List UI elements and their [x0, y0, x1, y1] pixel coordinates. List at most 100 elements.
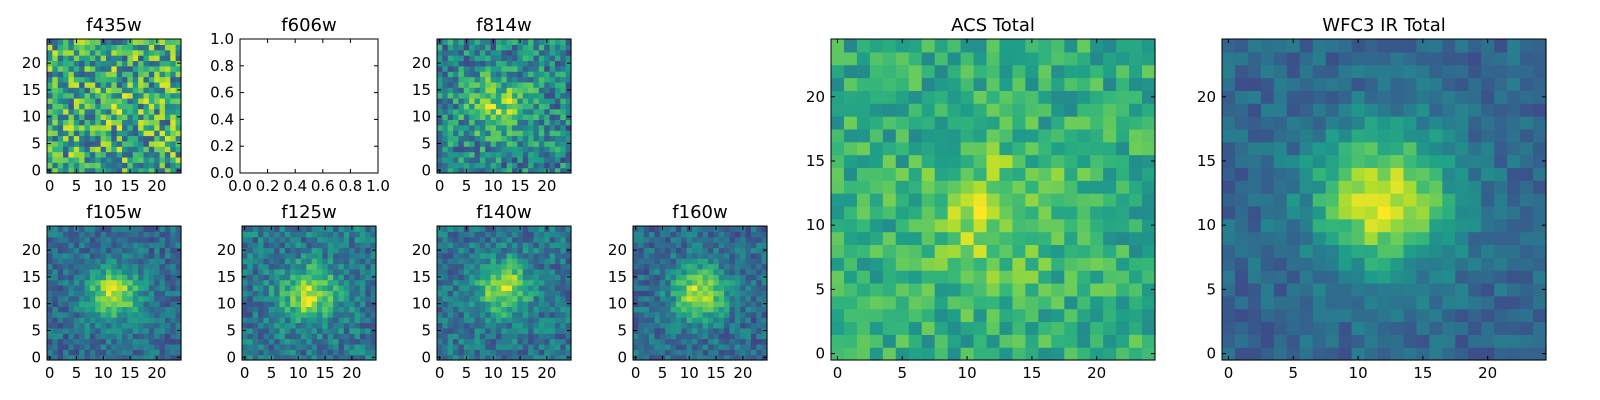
heatmap-cell — [506, 301, 513, 307]
heatmap-cell — [143, 258, 150, 265]
heatmap-cell — [300, 268, 307, 275]
heatmap-cell — [143, 76, 150, 83]
heatmap-cell — [122, 103, 128, 110]
heatmap-cell — [702, 306, 709, 313]
heatmap-cell — [501, 76, 508, 83]
heatmap-cell — [447, 242, 454, 249]
heatmap-cell — [512, 119, 518, 126]
heatmap-cell — [68, 81, 75, 88]
heatmap-cell — [68, 156, 75, 163]
heatmap-cell — [1390, 205, 1405, 220]
heatmap-cell — [89, 338, 96, 345]
heatmap-cell — [1455, 295, 1469, 310]
heatmap-cell — [538, 247, 545, 254]
heatmap-cell — [517, 60, 524, 67]
heatmap-cell — [1533, 270, 1547, 284]
heatmap-cell — [474, 252, 481, 259]
heatmap-cell — [79, 55, 86, 62]
heatmap-cell — [831, 77, 845, 91]
heatmap-cell — [649, 311, 656, 318]
heatmap-cell — [1351, 334, 1366, 348]
heatmap-cell — [463, 65, 470, 72]
heatmap-cell — [1103, 167, 1117, 181]
heatmap-cell — [522, 167, 529, 174]
heatmap-cell — [986, 282, 1001, 297]
heatmap-cell — [1142, 347, 1156, 361]
heatmap-cell — [295, 327, 302, 334]
heatmap-cell — [100, 60, 107, 67]
heatmap-cell — [122, 252, 128, 259]
heatmap-cell — [290, 338, 297, 345]
heatmap-cell — [1351, 347, 1366, 361]
heatmap-cell — [485, 146, 492, 153]
heatmap-cell — [100, 242, 107, 249]
heatmap-cell — [1455, 270, 1469, 284]
heatmap-cell — [1116, 90, 1130, 104]
heatmap-cell — [359, 322, 366, 329]
heatmap-cell — [57, 151, 64, 158]
heatmap-cell — [63, 274, 70, 281]
heatmap-cell — [713, 274, 720, 281]
heatmap-cell — [138, 55, 145, 62]
x-tick-label: 15 — [121, 364, 140, 382]
heatmap-cell — [79, 49, 86, 56]
heatmap-cell — [633, 306, 639, 313]
heatmap-cell — [170, 268, 177, 275]
heatmap-cell — [170, 60, 177, 67]
heatmap-cell — [359, 343, 366, 350]
heatmap-cell — [68, 39, 75, 45]
heatmap-cell — [52, 162, 59, 169]
heatmap-cell — [1260, 180, 1275, 194]
heatmap-cell — [148, 333, 155, 340]
heatmap-cell — [1325, 205, 1340, 220]
heatmap-cell — [554, 231, 561, 238]
heatmap-cell — [111, 349, 118, 356]
heatmap-cell — [68, 146, 75, 153]
heatmap-cell — [501, 338, 508, 345]
heatmap-cell — [100, 108, 107, 115]
heatmap-cell — [1533, 282, 1547, 297]
heatmap-cell — [349, 295, 356, 302]
heatmap-cell — [349, 311, 356, 318]
heatmap-cell — [127, 306, 134, 313]
heatmap-cell — [447, 146, 454, 153]
heatmap-cell — [522, 65, 529, 72]
heatmap-cell — [333, 252, 340, 259]
heatmap-cell — [1429, 347, 1443, 361]
heatmap-cell — [79, 279, 86, 286]
heatmap-cell — [708, 268, 714, 275]
heatmap-cell — [1507, 347, 1521, 361]
heatmap-cell — [1338, 193, 1353, 207]
heatmap-cell — [73, 301, 80, 307]
heatmap-cell — [831, 205, 845, 220]
heatmap-cell — [116, 231, 123, 238]
heatmap-cell — [170, 97, 177, 104]
heatmap-cell — [1507, 244, 1521, 258]
heatmap-cell — [469, 65, 476, 72]
heatmap-cell — [258, 268, 265, 275]
heatmap-cell — [697, 247, 704, 254]
heatmap-cell — [327, 322, 334, 329]
heatmap-cell — [306, 343, 313, 350]
heatmap-cell — [702, 317, 709, 324]
heatmap-cell — [1377, 295, 1392, 310]
heatmap-cell — [57, 55, 64, 62]
heatmap-cell — [111, 140, 118, 147]
heatmap-cell — [869, 64, 884, 79]
heatmap-cell — [447, 87, 454, 94]
heatmap-cell — [1038, 64, 1052, 79]
heatmap-cell — [697, 295, 704, 302]
heatmap-cell — [501, 119, 508, 126]
heatmap-cell — [349, 284, 356, 291]
heatmap-cell — [1533, 321, 1547, 335]
heatmap-cell — [84, 81, 91, 88]
heatmap-cell — [729, 258, 736, 265]
heatmap-cell — [159, 71, 166, 78]
heatmap-cell — [463, 146, 470, 153]
heatmap-cell — [116, 135, 123, 142]
heatmap-cell — [463, 231, 470, 238]
heatmap-cell — [517, 103, 524, 110]
heatmap-cell — [549, 242, 556, 249]
heatmap-cell — [79, 81, 86, 88]
heatmap-cell — [740, 263, 747, 270]
